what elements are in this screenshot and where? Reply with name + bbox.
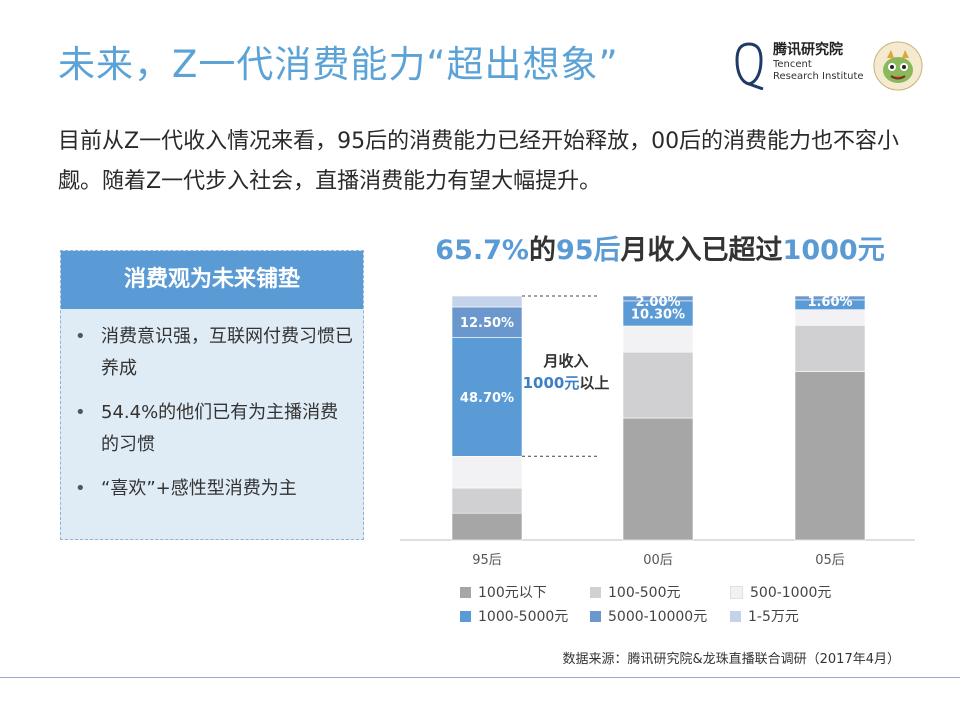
chart-heading-text: 月收入已超过	[620, 235, 783, 266]
logo-en-line1: Tencent	[773, 58, 812, 70]
legend-swatch	[730, 610, 741, 622]
legend-label: 500-1000元	[750, 585, 832, 601]
bar-segment	[794, 324, 866, 372]
legend-item: 100元以下	[460, 582, 590, 602]
chart-heading-amount: 1000元	[782, 235, 885, 266]
list-item: 54.4%的他们已有为主播消费的习惯	[61, 397, 363, 461]
bar-segment	[451, 295, 523, 308]
legend-swatch	[590, 610, 601, 622]
data-label: 2.00%	[635, 295, 680, 310]
page-title: 未来，Z一代消费能力“超出想象”	[58, 43, 619, 86]
legend-item: 1-5万元	[730, 606, 870, 626]
chart-heading: 65.7%的95后月收入已超过1000元	[420, 228, 900, 267]
data-label: 12.50%	[460, 316, 514, 331]
bar-segment	[622, 417, 694, 541]
logo-en-line2: Research Institute	[773, 70, 864, 82]
footer-divider	[0, 677, 960, 678]
x-tick-label: 00后	[643, 553, 673, 568]
bar-segment	[451, 337, 523, 457]
bar-segment	[451, 487, 523, 514]
bar-segment	[451, 456, 523, 489]
bar-segment	[794, 295, 866, 301]
consumption-view-box: 消费观为未来铺垫 消费意识强，互联网付费习惯已养成 54.4%的他们已有为主播消…	[60, 250, 364, 540]
list-item: 消费意识强，互联网付费习惯已养成	[61, 321, 363, 385]
chart-heading-95: 95后	[555, 235, 621, 266]
chart-heading-percent: 65.7%	[435, 235, 529, 266]
list-item: “喜欢”+感性型消费为主	[61, 473, 363, 505]
legend-swatch	[590, 586, 601, 598]
sidebox-title: 消费观为未来铺垫	[61, 251, 363, 309]
data-source-note: 数据来源：腾讯研究院&龙珠直播联合调研（2017年4月）	[562, 652, 901, 667]
bar-segment	[794, 309, 866, 326]
bar-segment	[451, 512, 523, 541]
legend-item: 1000-5000元	[460, 606, 590, 626]
dragon-mascot-icon	[873, 41, 923, 91]
tencent-logo-icon	[735, 42, 764, 90]
annotation-line1: 月收入	[542, 352, 588, 370]
legend-label: 1-5万元	[748, 609, 799, 625]
legend-label: 5000-10000元	[608, 609, 708, 625]
bar-segment	[794, 371, 866, 541]
legend-label: 100元以下	[478, 585, 547, 601]
chart-legend: 100元以下 100-500元 500-1000元 1000-5000元 5000-10…	[460, 582, 900, 626]
logo-cn-name: 腾讯研究院	[773, 42, 843, 58]
bar-segment	[622, 325, 694, 353]
legend-swatch	[730, 585, 743, 599]
chart-heading-de: 的	[528, 235, 556, 266]
legend-item: 100-500元	[590, 582, 730, 602]
legend-label: 1000-5000元	[478, 609, 569, 625]
data-label: 1.60%	[807, 295, 852, 310]
data-label: 10.30%	[631, 307, 685, 322]
intro-paragraph: 目前从Z一代收入情况来看，95后的消费能力已经开始释放，00后的消费能力也不容小…	[58, 129, 900, 194]
legend-swatch	[460, 586, 471, 598]
bar-segment	[622, 300, 694, 327]
bar-segment	[622, 351, 694, 419]
legend-item: 500-1000元	[730, 582, 870, 602]
bar-segment	[451, 306, 523, 338]
x-tick-label: 95后	[472, 553, 502, 568]
bar-segment	[622, 295, 694, 302]
legend-label: 100-500元	[608, 585, 681, 601]
x-tick-label: 05后	[815, 553, 845, 568]
sidebox-list: 消费意识强，互联网付费习惯已养成 54.4%的他们已有为主播消费的习惯 “喜欢”…	[61, 321, 363, 505]
annotation-line2: 1000元以上	[523, 374, 610, 392]
tencent-research-logo: 腾讯研究院 Tencent Research Institute	[733, 40, 923, 100]
legend-item: 5000-10000元	[590, 606, 730, 626]
legend-swatch	[460, 610, 471, 622]
data-label: 48.70%	[460, 391, 514, 406]
